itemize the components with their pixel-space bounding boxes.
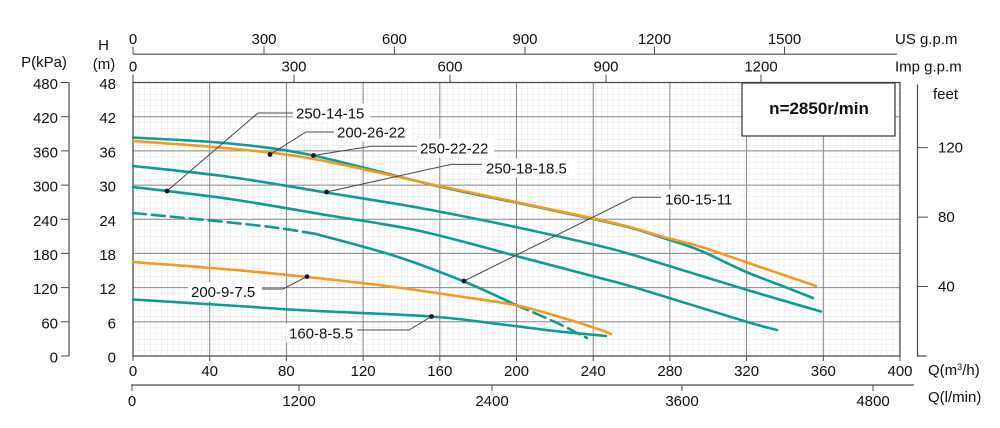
svg-text:160-8-5.5: 160-8-5.5 bbox=[289, 325, 353, 342]
svg-text:40: 40 bbox=[201, 363, 218, 380]
svg-text:300: 300 bbox=[33, 179, 58, 196]
svg-text:24: 24 bbox=[99, 213, 116, 230]
svg-text:250-14-15: 250-14-15 bbox=[296, 105, 364, 122]
svg-text:6: 6 bbox=[108, 315, 116, 332]
svg-text:60: 60 bbox=[41, 315, 58, 332]
svg-text:200: 200 bbox=[504, 363, 529, 380]
svg-text:H: H bbox=[98, 37, 109, 54]
svg-text:40: 40 bbox=[938, 279, 955, 296]
svg-text:(m): (m) bbox=[93, 56, 116, 73]
svg-text:feet: feet bbox=[933, 86, 959, 103]
svg-text:240: 240 bbox=[33, 213, 58, 230]
svg-text:280: 280 bbox=[657, 363, 682, 380]
svg-text:n=2850r/min: n=2850r/min bbox=[769, 99, 869, 118]
svg-text:Q(l/min): Q(l/min) bbox=[928, 389, 981, 406]
svg-text:36: 36 bbox=[99, 144, 116, 161]
svg-text:360: 360 bbox=[811, 363, 836, 380]
svg-text:48: 48 bbox=[99, 76, 116, 93]
svg-text:360: 360 bbox=[33, 144, 58, 161]
svg-text:200-9-7.5: 200-9-7.5 bbox=[191, 284, 255, 301]
svg-text:0: 0 bbox=[129, 59, 137, 76]
svg-text:0: 0 bbox=[108, 350, 116, 367]
svg-text:30: 30 bbox=[99, 179, 116, 196]
svg-text:12: 12 bbox=[99, 281, 116, 298]
svg-text:250-22-22: 250-22-22 bbox=[420, 140, 488, 157]
svg-text:2400: 2400 bbox=[475, 393, 508, 410]
svg-text:0: 0 bbox=[128, 393, 136, 410]
svg-text:4800: 4800 bbox=[856, 393, 889, 410]
svg-text:120: 120 bbox=[33, 281, 58, 298]
svg-text:42: 42 bbox=[99, 110, 116, 127]
svg-text:600: 600 bbox=[437, 59, 462, 76]
svg-text:420: 420 bbox=[33, 110, 58, 127]
svg-text:400: 400 bbox=[887, 363, 912, 380]
svg-text:320: 320 bbox=[734, 363, 759, 380]
svg-text:0: 0 bbox=[50, 350, 58, 367]
svg-text:600: 600 bbox=[382, 31, 407, 48]
svg-text:0: 0 bbox=[129, 31, 137, 48]
svg-text:3600: 3600 bbox=[665, 393, 698, 410]
svg-text:US g.p.m: US g.p.m bbox=[895, 31, 958, 48]
svg-text:300: 300 bbox=[281, 59, 306, 76]
svg-text:Imp g.p.m: Imp g.p.m bbox=[895, 59, 962, 76]
svg-text:80: 80 bbox=[278, 363, 295, 380]
svg-text:160-15-11: 160-15-11 bbox=[665, 191, 732, 208]
svg-text:250-18-18.5: 250-18-18.5 bbox=[486, 160, 567, 177]
svg-text:1200: 1200 bbox=[638, 31, 671, 48]
svg-text:120: 120 bbox=[351, 363, 376, 380]
svg-text:160: 160 bbox=[427, 363, 452, 380]
svg-text:80: 80 bbox=[938, 209, 955, 226]
svg-text:1200: 1200 bbox=[744, 59, 777, 76]
svg-text:1200: 1200 bbox=[282, 393, 315, 410]
svg-text:18: 18 bbox=[99, 247, 116, 264]
svg-text:200-26-22: 200-26-22 bbox=[337, 124, 405, 141]
svg-text:120: 120 bbox=[938, 140, 963, 157]
svg-text:P(kPa): P(kPa) bbox=[21, 54, 67, 71]
svg-text:900: 900 bbox=[512, 31, 537, 48]
svg-text:900: 900 bbox=[593, 59, 618, 76]
svg-text:480: 480 bbox=[33, 76, 58, 93]
svg-text:Q(m3/h): Q(m3/h) bbox=[928, 362, 980, 379]
svg-text:240: 240 bbox=[581, 363, 606, 380]
svg-text:1500: 1500 bbox=[768, 31, 801, 48]
svg-text:0: 0 bbox=[129, 363, 137, 380]
svg-text:180: 180 bbox=[33, 247, 58, 264]
svg-text:300: 300 bbox=[251, 31, 276, 48]
